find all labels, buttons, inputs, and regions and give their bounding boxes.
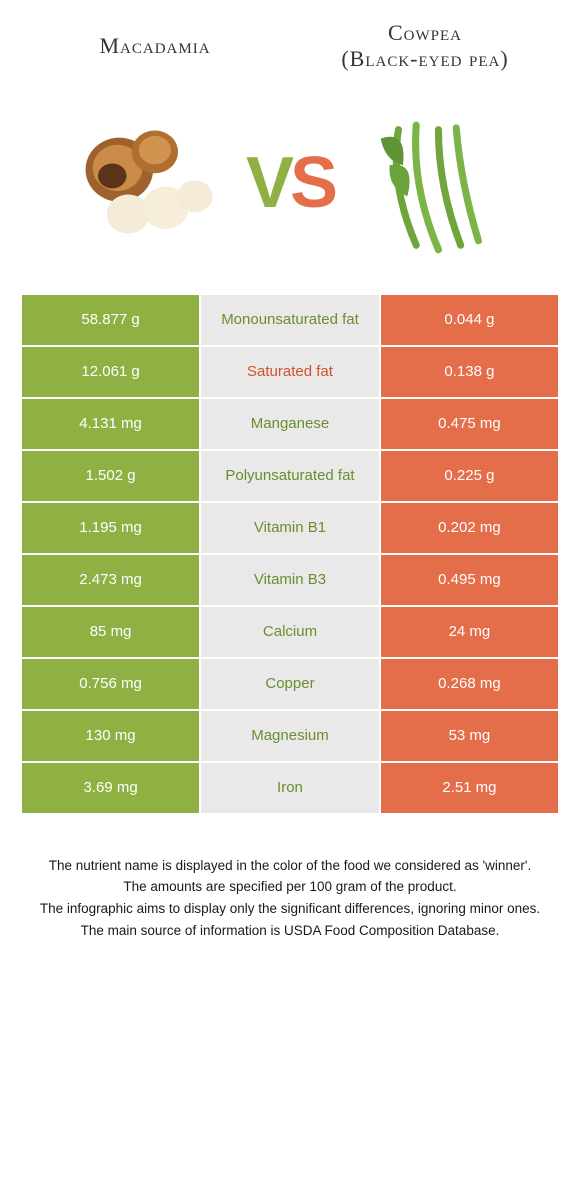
right-food-title: Cowpea (Black-eyed pea) xyxy=(290,20,560,73)
nutrient-label: Magnesium xyxy=(200,710,380,762)
header-row: Macadamia Cowpea (Black-eyed pea) xyxy=(20,20,560,73)
left-value: 85 mg xyxy=(21,606,200,658)
right-value: 0.268 mg xyxy=(380,658,559,710)
footer-notes: The nutrient name is displayed in the co… xyxy=(20,855,560,941)
nutrient-label: Calcium xyxy=(200,606,380,658)
nutrient-label: Iron xyxy=(200,762,380,814)
left-value: 2.473 mg xyxy=(21,554,200,606)
footer-line-2: The amounts are specified per 100 gram o… xyxy=(20,876,560,898)
vs-label: VS xyxy=(246,142,334,224)
left-value: 3.69 mg xyxy=(21,762,200,814)
right-value: 0.044 g xyxy=(380,294,559,346)
nutrient-label: Copper xyxy=(200,658,380,710)
table-row: 130 mgMagnesium53 mg xyxy=(21,710,559,762)
cowpea-image xyxy=(344,93,524,273)
right-title-line2: (Black-eyed pea) xyxy=(290,46,560,72)
footer-line-4: The main source of information is USDA F… xyxy=(20,920,560,942)
footer-line-3: The infographic aims to display only the… xyxy=(20,898,560,920)
left-value: 1.502 g xyxy=(21,450,200,502)
vs-s: S xyxy=(290,143,334,223)
left-value: 1.195 mg xyxy=(21,502,200,554)
left-value: 12.061 g xyxy=(21,346,200,398)
right-value: 0.202 mg xyxy=(380,502,559,554)
left-value: 58.877 g xyxy=(21,294,200,346)
nutrient-label: Manganese xyxy=(200,398,380,450)
left-food-title: Macadamia xyxy=(20,33,290,59)
table-row: 85 mgCalcium24 mg xyxy=(21,606,559,658)
table-row: 12.061 gSaturated fat0.138 g xyxy=(21,346,559,398)
nutrient-label: Monounsaturated fat xyxy=(200,294,380,346)
footer-line-1: The nutrient name is displayed in the co… xyxy=(20,855,560,877)
nutrient-label: Vitamin B3 xyxy=(200,554,380,606)
table-row: 1.195 mgVitamin B10.202 mg xyxy=(21,502,559,554)
table-row: 2.473 mgVitamin B30.495 mg xyxy=(21,554,559,606)
right-title-line1: Cowpea xyxy=(290,20,560,46)
macadamia-image xyxy=(56,93,236,273)
right-value: 0.495 mg xyxy=(380,554,559,606)
table-row: 58.877 gMonounsaturated fat0.044 g xyxy=(21,294,559,346)
nutrient-label: Saturated fat xyxy=(200,346,380,398)
infographic-container: Macadamia Cowpea (Black-eyed pea) VS xyxy=(0,0,580,971)
table-row: 4.131 mgManganese0.475 mg xyxy=(21,398,559,450)
vs-row: VS xyxy=(20,93,560,273)
right-value: 0.138 g xyxy=(380,346,559,398)
table-row: 3.69 mgIron2.51 mg xyxy=(21,762,559,814)
nutrient-label: Polyunsaturated fat xyxy=(200,450,380,502)
right-value: 0.225 g xyxy=(380,450,559,502)
table-row: 1.502 gPolyunsaturated fat0.225 g xyxy=(21,450,559,502)
left-value: 130 mg xyxy=(21,710,200,762)
nutrient-table: 58.877 gMonounsaturated fat0.044 g12.061… xyxy=(20,293,560,815)
nutrient-label: Vitamin B1 xyxy=(200,502,380,554)
right-value: 2.51 mg xyxy=(380,762,559,814)
left-value: 0.756 mg xyxy=(21,658,200,710)
vs-v: V xyxy=(246,143,290,223)
right-value: 24 mg xyxy=(380,606,559,658)
right-value: 0.475 mg xyxy=(380,398,559,450)
left-value: 4.131 mg xyxy=(21,398,200,450)
table-row: 0.756 mgCopper0.268 mg xyxy=(21,658,559,710)
right-value: 53 mg xyxy=(380,710,559,762)
